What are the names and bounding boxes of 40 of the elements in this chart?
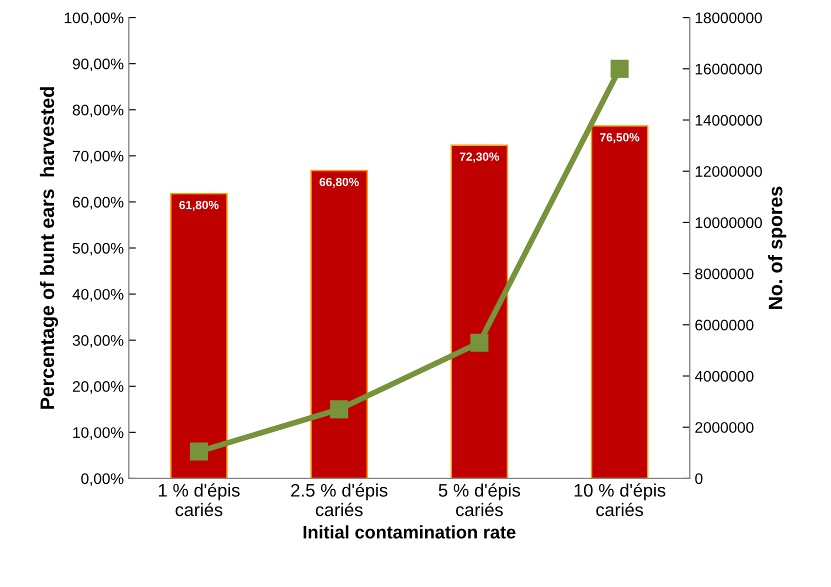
y2-tick-label: 14000000 (696, 114, 762, 126)
y-tick-label: 80,00% (72, 104, 124, 118)
data-label: 66,80% (320, 178, 359, 188)
y2-tick-label: 6000000 (695, 320, 754, 330)
point (330, 400, 348, 418)
y-tick-label: 50,00% (72, 242, 124, 256)
data-label: 76,50% (600, 133, 640, 144)
y-tick-label: 60,00% (72, 196, 124, 210)
bar (170, 192, 228, 478)
y2-tick-label: 8000000 (695, 268, 754, 280)
y-tick-label: 90,00% (72, 58, 124, 72)
x-tick-label: 5 % d'épis cariés (438, 483, 520, 516)
y-tick-label: 40,00% (72, 288, 124, 302)
bar (450, 144, 508, 478)
point (610, 60, 629, 78)
y2-tick-label: 0 (695, 473, 702, 484)
y-axis-title: Percentage of bunt ears harvested (40, 87, 58, 409)
x-axis-title: Initial contamination rate (304, 525, 516, 539)
y2-tick-label: 12000000 (696, 166, 762, 177)
point (470, 334, 488, 352)
y-tick-label: 10,00% (73, 427, 124, 440)
y2-tick-label: 18000000 (696, 12, 762, 24)
y-tick-label: 100,00% (64, 12, 124, 26)
y2-tick-label: 2000000 (695, 422, 754, 433)
y2-axis-title: No. of spores (768, 186, 786, 309)
x-tick-label: 10 % d'épis cariés (574, 483, 666, 516)
y2-tick-label: 16000000 (696, 64, 762, 74)
y-tick-label: 0,00% (81, 473, 124, 486)
x-tick-label: 1 % d'épis cariés (158, 483, 240, 516)
y-tick-label: 30,00% (72, 335, 124, 348)
point (190, 442, 208, 461)
x-tick-label: 2.5 % d'épis cariés (291, 483, 388, 516)
data-label: 72,30% (460, 152, 500, 163)
y-tick-label: 20,00% (72, 381, 124, 394)
y2-tick-label: 4000000 (694, 370, 754, 382)
bar (590, 125, 648, 478)
data-label: 61,80% (179, 200, 219, 211)
y-tick-label: 70,00% (72, 150, 124, 164)
bar (310, 170, 368, 478)
y2-tick-label: 10000000 (696, 217, 762, 228)
